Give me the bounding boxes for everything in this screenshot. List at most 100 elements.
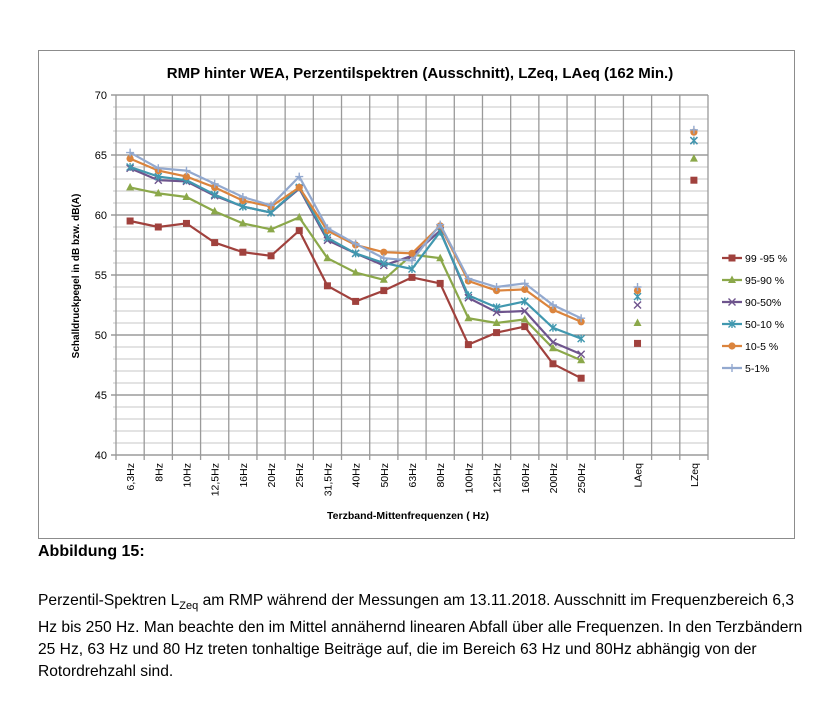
- data-point: [126, 155, 134, 163]
- y-tick-label: 65: [95, 150, 107, 162]
- data-point: [436, 279, 444, 287]
- x-axis-title: Terzband-Mittenfrequenzen ( Hz): [327, 510, 489, 522]
- data-point: [408, 265, 416, 273]
- data-point: [295, 172, 304, 181]
- data-point: [182, 166, 191, 175]
- y-tick-label: 70: [95, 90, 107, 102]
- data-point: [380, 248, 388, 256]
- chart-frame: [38, 50, 795, 539]
- caption-subscript: Zeq: [179, 600, 199, 613]
- chart: 40 45 50 55 60 65 70 6,3Hz 8Hz 10Hz 12,5Hz 16Hz 20Hz…: [71, 65, 787, 522]
- x-tick-label: 80Hz: [435, 463, 447, 488]
- y-tick-label: 40: [95, 450, 107, 462]
- data-point: [577, 355, 586, 364]
- y-tick-label: 60: [95, 210, 107, 222]
- data-point: [126, 217, 134, 225]
- data-point: [379, 275, 388, 283]
- data-point: [520, 297, 529, 306]
- x-tick-label: 8Hz: [153, 463, 165, 482]
- caption-text-start: Perzentil-Spektren L: [38, 592, 180, 609]
- data-point: [182, 173, 191, 181]
- data-point: [577, 314, 586, 323]
- chart-title: RMP hinter WEA, Perzentilspektren (Aussc…: [167, 65, 673, 82]
- data-point: [351, 239, 360, 248]
- data-point: [267, 224, 276, 233]
- x-tick-label: LZeq: [689, 463, 701, 487]
- data-point: [323, 253, 332, 262]
- legend-label: 99 -95 %: [745, 253, 787, 265]
- data-point: [154, 223, 162, 231]
- data-point: [126, 182, 135, 191]
- legend-label: 50-10 %: [745, 319, 784, 331]
- x-tick-label: 63Hz: [407, 463, 419, 488]
- legend-label: 95-90 %: [745, 275, 784, 287]
- x-tick-label: 20Hz: [266, 463, 278, 488]
- data-point: [548, 338, 557, 347]
- data-point: [267, 201, 276, 210]
- series-line-5: [129, 151, 582, 320]
- data-point: [577, 334, 586, 343]
- legend-label: 90-50%: [745, 297, 781, 309]
- data-point: [295, 212, 304, 221]
- data-point: [690, 176, 698, 184]
- y-tick-label: 45: [95, 390, 107, 402]
- y-tick-label: 55: [95, 270, 107, 282]
- x-tick-label: 12,5Hz: [210, 463, 222, 496]
- x-tick-label: 16Hz: [238, 463, 250, 488]
- legend-marker: [728, 275, 736, 283]
- legend-label: 5-1%: [745, 363, 770, 375]
- data-point: [210, 206, 219, 215]
- data-point: [238, 218, 247, 227]
- x-tick-label: 6,3Hz: [125, 463, 137, 490]
- data-point: [521, 323, 529, 331]
- data-point: [379, 254, 388, 263]
- data-point: [549, 306, 557, 314]
- y-tick-label: 50: [95, 330, 107, 342]
- data-point: [239, 248, 247, 256]
- series-line-2: [129, 167, 582, 356]
- data-point: [521, 285, 529, 293]
- data-point: [295, 227, 303, 235]
- data-point: [408, 273, 416, 281]
- data-point: [182, 192, 191, 200]
- data-point: [549, 360, 557, 368]
- caption-text: Perzentil-Spektren LZeq am RMP während d…: [38, 590, 808, 683]
- data-point: [210, 190, 219, 199]
- x-tick-label: 50Hz: [379, 463, 391, 488]
- data-point: [492, 303, 501, 312]
- data-point: [464, 291, 473, 300]
- data-point: [464, 341, 472, 349]
- data-point: [126, 148, 135, 157]
- data-point: [548, 301, 557, 309]
- data-point: [634, 339, 642, 347]
- legend-marker: [728, 342, 736, 350]
- data-point: [436, 220, 445, 229]
- x-tick-label: 250Hz: [576, 463, 588, 493]
- x-tick-label: 100Hz: [463, 463, 475, 493]
- data-point: [238, 193, 247, 201]
- data-point: [408, 249, 416, 257]
- data-point: [493, 329, 501, 337]
- data-point: [436, 253, 445, 262]
- data-point: [323, 224, 332, 233]
- data-point: [689, 136, 698, 145]
- data-point: [408, 256, 416, 265]
- data-point: [492, 283, 501, 291]
- data-point: [464, 274, 473, 283]
- legend-marker: [728, 254, 736, 262]
- legend-marker: [728, 298, 736, 306]
- data-point: [352, 297, 360, 305]
- data-point: [182, 219, 190, 227]
- data-point: [520, 314, 529, 323]
- data-point: [548, 343, 557, 352]
- caption-text-rest: am RMP während der Messungen am 13.11.20…: [38, 592, 803, 681]
- data-point: [323, 282, 331, 290]
- x-tick-label: 40Hz: [351, 463, 363, 488]
- data-point: [351, 249, 360, 258]
- data-point: [548, 323, 557, 332]
- data-point: [351, 268, 360, 276]
- x-tick-label: 25Hz: [294, 463, 306, 488]
- data-point: [267, 252, 275, 260]
- data-point: [464, 313, 473, 322]
- x-tick-label: 200Hz: [548, 463, 560, 493]
